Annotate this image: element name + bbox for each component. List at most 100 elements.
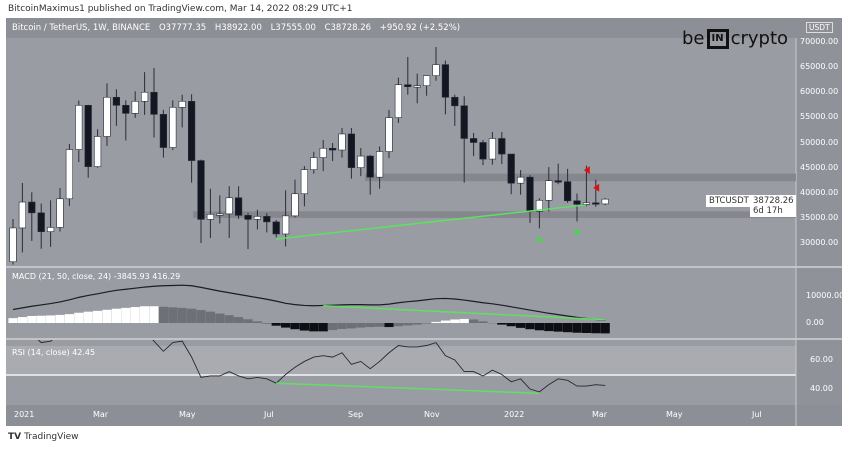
macd-histogram-bar	[74, 312, 84, 323]
current-price: 38728.26	[753, 196, 794, 206]
time-tick: May	[179, 410, 196, 419]
candle-body	[413, 85, 421, 88]
candle-body	[150, 91, 158, 115]
candle-body	[573, 200, 581, 205]
macd-histogram-bar	[581, 323, 591, 333]
rsi-line	[37, 340, 606, 393]
up-marker	[535, 236, 544, 242]
candle-body	[281, 215, 290, 235]
macd-histogram-bar	[121, 307, 131, 323]
macd-histogram-bar	[234, 317, 244, 323]
time-tick: May	[666, 410, 683, 419]
macd-histogram-bar	[111, 308, 121, 323]
candle-body	[131, 100, 139, 114]
macd-histogram-bar	[412, 323, 422, 325]
down-marker	[593, 183, 600, 192]
candle-body	[601, 198, 609, 205]
macd-histogram-bar	[252, 321, 262, 323]
price-tick: 60000.00	[800, 87, 839, 97]
rsi-trendline	[276, 382, 540, 395]
macd-histogram-bar	[130, 307, 140, 323]
macd-histogram-bar	[27, 315, 37, 323]
candle-body	[225, 197, 233, 215]
candle-body	[122, 105, 130, 114]
macd-histogram-bar	[281, 323, 291, 328]
macd-histogram-bar	[271, 323, 281, 326]
sr-zone	[365, 173, 796, 182]
macd-histogram-bar	[563, 323, 573, 333]
macd-histogram-bar	[534, 323, 544, 331]
down-marker	[583, 166, 590, 175]
macd-histogram-bar	[299, 323, 309, 331]
candle-body	[404, 84, 412, 88]
price-tick: 45000.00	[800, 162, 839, 172]
candle-body	[347, 133, 356, 168]
symbol-header: Bitcoin / TetherUS, 1W, BINANCE O37777.3…	[6, 18, 842, 38]
candle-body	[65, 149, 73, 200]
macd-histogram-bar	[290, 323, 300, 330]
time-axis	[6, 405, 842, 426]
macd-histogram-bar	[187, 308, 197, 323]
macd-histogram-bar	[17, 317, 27, 323]
low-value: L37555.00	[270, 23, 316, 33]
macd-line	[12, 284, 606, 321]
macd-histogram-bar	[516, 323, 526, 328]
macd-histogram-bar	[205, 311, 215, 323]
macd-histogram-bar	[346, 323, 356, 329]
candle-body	[366, 155, 374, 178]
price-tag: BTCUSDT	[706, 195, 752, 207]
time-tick: 2022	[504, 410, 525, 419]
price-tick: 30000.00	[800, 238, 839, 247]
candle-body	[9, 227, 17, 263]
macd-histogram-bar	[46, 315, 56, 323]
macd-histogram-bar	[337, 323, 347, 329]
beincrypto-logo: be IN crypto	[682, 28, 789, 49]
main-pane	[6, 38, 796, 266]
candle-body	[394, 84, 403, 118]
macd-histogram-bar	[365, 323, 375, 328]
close-value: C38728.26	[324, 23, 372, 33]
macd-histogram-bar	[36, 315, 46, 323]
macd-histogram-bar	[572, 323, 582, 333]
publisher-line: BitcoinMaximus1 published on TradingView…	[8, 4, 353, 14]
macd-histogram-bar	[83, 311, 93, 323]
candle-body	[469, 138, 478, 143]
macd-histogram-bar	[469, 319, 479, 323]
macd-histogram-bar	[497, 323, 507, 325]
open-value: O37777.35	[158, 23, 207, 33]
candle-body	[422, 75, 431, 87]
rsi-legend: RSI (14, close) 42.45	[12, 348, 96, 357]
candle-body	[526, 176, 534, 212]
candle-body	[592, 202, 600, 205]
macd-histogram-bar	[384, 323, 394, 328]
candle-body	[516, 176, 525, 184]
macd-histogram-bar	[224, 315, 234, 323]
candle-body	[178, 100, 186, 108]
candle-body	[37, 212, 45, 232]
time-tick: 2021	[14, 410, 35, 419]
tradingview-logo: TV TradingView	[8, 432, 79, 442]
candle-body	[141, 91, 149, 102]
macd-histogram-bar	[140, 306, 150, 323]
candle-body	[432, 64, 440, 76]
macd-histogram-bar	[243, 319, 253, 323]
macd-histogram-bar	[431, 321, 441, 323]
candle-body	[375, 151, 384, 178]
price-tag-value: 38728.26 6d 17h	[750, 195, 796, 217]
candle-body	[103, 96, 111, 137]
candle-body	[253, 216, 262, 220]
macd-histogram-bar	[600, 323, 610, 334]
macd-histogram-bar	[544, 323, 554, 332]
candle-body	[84, 105, 92, 167]
macd-histogram-bar	[459, 318, 469, 323]
price-axis	[796, 38, 842, 426]
symbol-name: Bitcoin / TetherUS, 1W, BINANCE	[12, 23, 151, 33]
macd-tick: 0.00	[806, 318, 824, 327]
candle-body	[507, 153, 515, 184]
candle-body	[216, 213, 224, 216]
macd-histogram-bar	[8, 318, 18, 323]
candle-body	[582, 202, 590, 205]
currency-label: USDT	[806, 22, 833, 33]
candle-body	[188, 100, 196, 161]
